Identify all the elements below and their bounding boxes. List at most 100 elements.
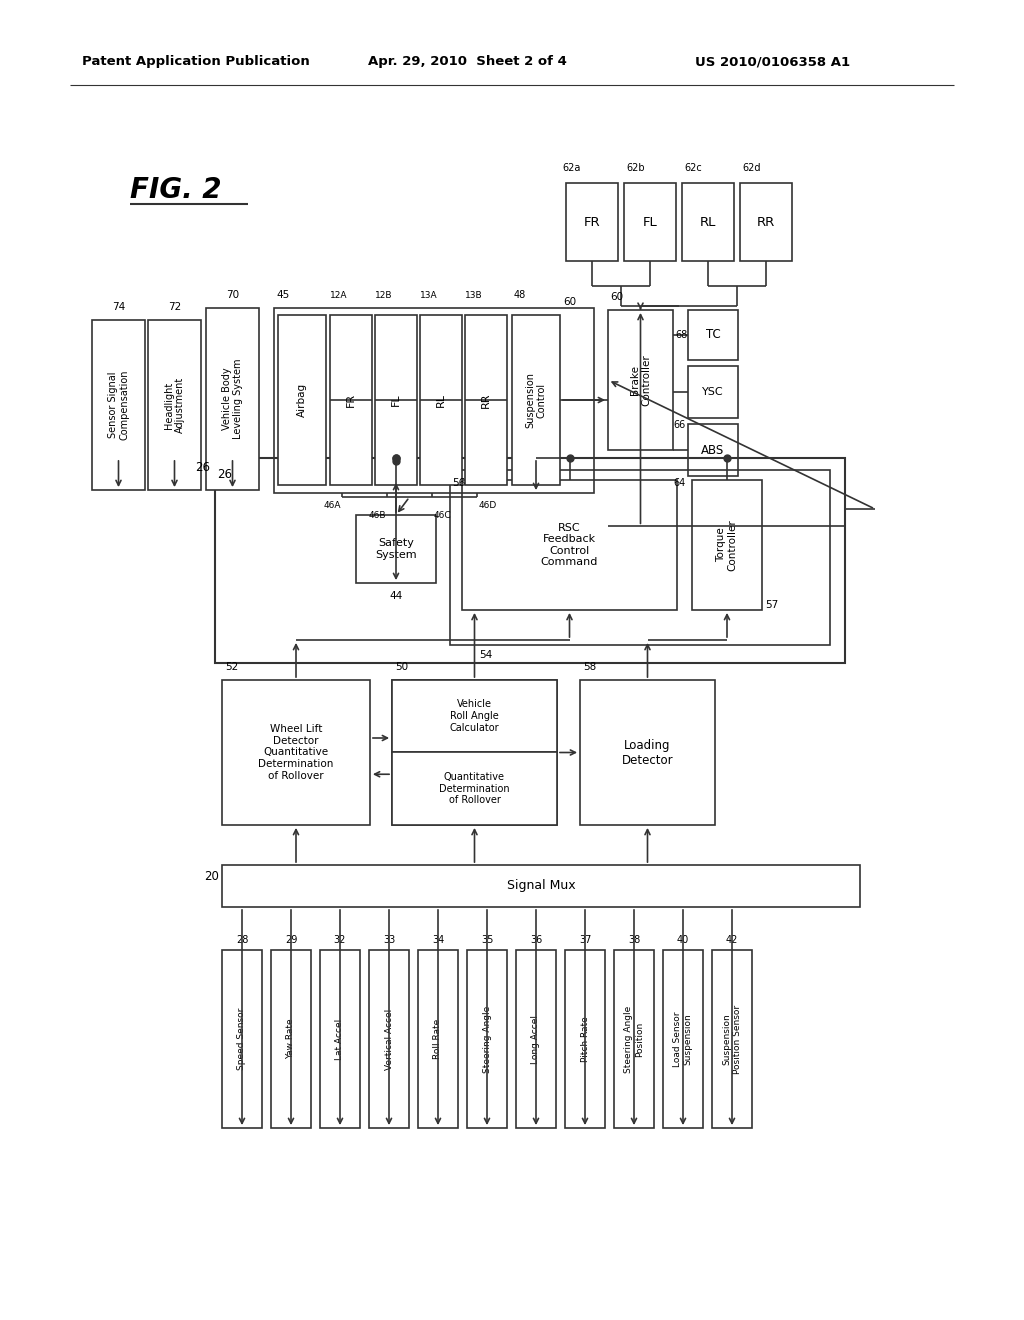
Text: 12A: 12A — [330, 290, 347, 300]
Text: 68: 68 — [675, 330, 687, 341]
Text: 66: 66 — [673, 420, 685, 430]
Text: Airbag: Airbag — [297, 383, 307, 417]
Text: 64: 64 — [673, 478, 685, 488]
Bar — [278, 315, 326, 484]
Bar — [392, 752, 557, 825]
Text: 20: 20 — [204, 870, 219, 883]
Bar — [369, 950, 409, 1129]
Text: FR: FR — [346, 393, 356, 407]
Text: RR: RR — [757, 215, 775, 228]
Text: TC: TC — [706, 329, 720, 342]
Text: RR: RR — [481, 392, 490, 408]
Text: 46A: 46A — [324, 502, 341, 510]
Text: Torque
Controller: Torque Controller — [716, 519, 738, 570]
Text: 36: 36 — [529, 935, 542, 945]
Text: 46C: 46C — [434, 511, 452, 520]
Text: 56: 56 — [452, 478, 465, 488]
Bar — [92, 319, 145, 490]
Text: 44: 44 — [389, 591, 402, 601]
Text: 54: 54 — [479, 649, 493, 660]
Text: Long Accel: Long Accel — [531, 1015, 541, 1064]
Text: Steering Angle: Steering Angle — [482, 1006, 492, 1073]
Text: Yaw Rate: Yaw Rate — [287, 1019, 296, 1060]
Bar — [624, 183, 676, 261]
Text: RL: RL — [699, 215, 716, 228]
Text: FL: FL — [391, 393, 401, 407]
Text: 74: 74 — [112, 302, 125, 312]
Text: 60: 60 — [563, 297, 577, 308]
Text: FIG. 2: FIG. 2 — [130, 176, 221, 205]
Text: 62b: 62b — [626, 162, 645, 173]
Text: 13B: 13B — [465, 290, 482, 300]
Text: Load Sensor
Suspension: Load Sensor Suspension — [674, 1011, 692, 1067]
Text: 37: 37 — [579, 935, 591, 945]
Text: Vehicle
Roll Angle
Calculator: Vehicle Roll Angle Calculator — [450, 700, 500, 733]
Text: 12B: 12B — [375, 290, 392, 300]
Bar — [740, 183, 792, 261]
Text: 48: 48 — [514, 290, 526, 300]
Text: Suspension
Control: Suspension Control — [525, 372, 547, 428]
Text: 28: 28 — [236, 935, 248, 945]
Text: Pitch Rate: Pitch Rate — [581, 1016, 590, 1061]
Text: 52: 52 — [225, 663, 239, 672]
Text: FL: FL — [643, 215, 657, 228]
Bar — [566, 183, 618, 261]
Text: FR: FR — [584, 215, 600, 228]
Text: US 2010/0106358 A1: US 2010/0106358 A1 — [695, 55, 850, 69]
Text: 70: 70 — [226, 290, 239, 300]
Text: Patent Application Publication: Patent Application Publication — [82, 55, 309, 69]
Text: 29: 29 — [285, 935, 297, 945]
Bar — [663, 950, 703, 1129]
Bar — [222, 680, 370, 825]
Text: Sensor Signal
Compensation: Sensor Signal Compensation — [108, 370, 129, 441]
Text: Steering Angle
Position: Steering Angle Position — [625, 1006, 644, 1073]
Text: RSC
Feedback
Control
Command: RSC Feedback Control Command — [541, 523, 598, 568]
Bar — [148, 319, 201, 490]
Text: Lat Accel: Lat Accel — [336, 1018, 344, 1060]
Bar — [608, 310, 673, 450]
Text: Wheel Lift
Detector
Quantitative
Determination
of Rollover: Wheel Lift Detector Quantitative Determi… — [258, 725, 334, 780]
Text: 26: 26 — [217, 469, 232, 480]
Bar — [565, 950, 605, 1129]
Text: 57: 57 — [765, 601, 778, 610]
Bar — [392, 680, 557, 752]
Bar — [375, 315, 417, 484]
Text: 26: 26 — [195, 461, 210, 474]
Text: 42: 42 — [726, 935, 738, 945]
Bar — [418, 950, 458, 1129]
Bar — [330, 315, 372, 484]
Text: 62a: 62a — [562, 162, 581, 173]
Text: Vertical Accel: Vertical Accel — [384, 1008, 393, 1069]
Bar — [271, 950, 311, 1129]
Text: 13A: 13A — [420, 290, 437, 300]
Text: 62c: 62c — [684, 162, 701, 173]
Text: 62d: 62d — [742, 162, 761, 173]
Bar — [512, 315, 560, 484]
Bar — [462, 480, 677, 610]
Bar — [688, 310, 738, 360]
Text: YSC: YSC — [702, 387, 724, 397]
Text: 72: 72 — [168, 302, 181, 312]
Text: Suspension
Position Sensor: Suspension Position Sensor — [722, 1005, 741, 1073]
Bar — [222, 950, 262, 1129]
Text: Loading
Detector: Loading Detector — [622, 738, 674, 767]
Bar — [215, 458, 845, 663]
Text: 46B: 46B — [369, 511, 386, 520]
Text: Signal Mux: Signal Mux — [507, 879, 575, 892]
Text: Quantitative
Determination
of Rollover: Quantitative Determination of Rollover — [439, 772, 510, 805]
Text: 60: 60 — [610, 292, 624, 302]
Bar — [688, 366, 738, 418]
Bar — [420, 315, 462, 484]
Bar — [450, 470, 830, 645]
Text: 32: 32 — [334, 935, 346, 945]
Bar — [688, 424, 738, 477]
Bar — [274, 308, 594, 492]
Text: 35: 35 — [481, 935, 494, 945]
Bar — [356, 515, 436, 583]
Bar — [712, 950, 752, 1129]
Text: Speed Sensor: Speed Sensor — [238, 1007, 247, 1071]
Bar — [692, 480, 762, 610]
Text: ABS: ABS — [701, 444, 725, 457]
Text: Apr. 29, 2010  Sheet 2 of 4: Apr. 29, 2010 Sheet 2 of 4 — [368, 55, 567, 69]
Text: 58: 58 — [583, 663, 596, 672]
